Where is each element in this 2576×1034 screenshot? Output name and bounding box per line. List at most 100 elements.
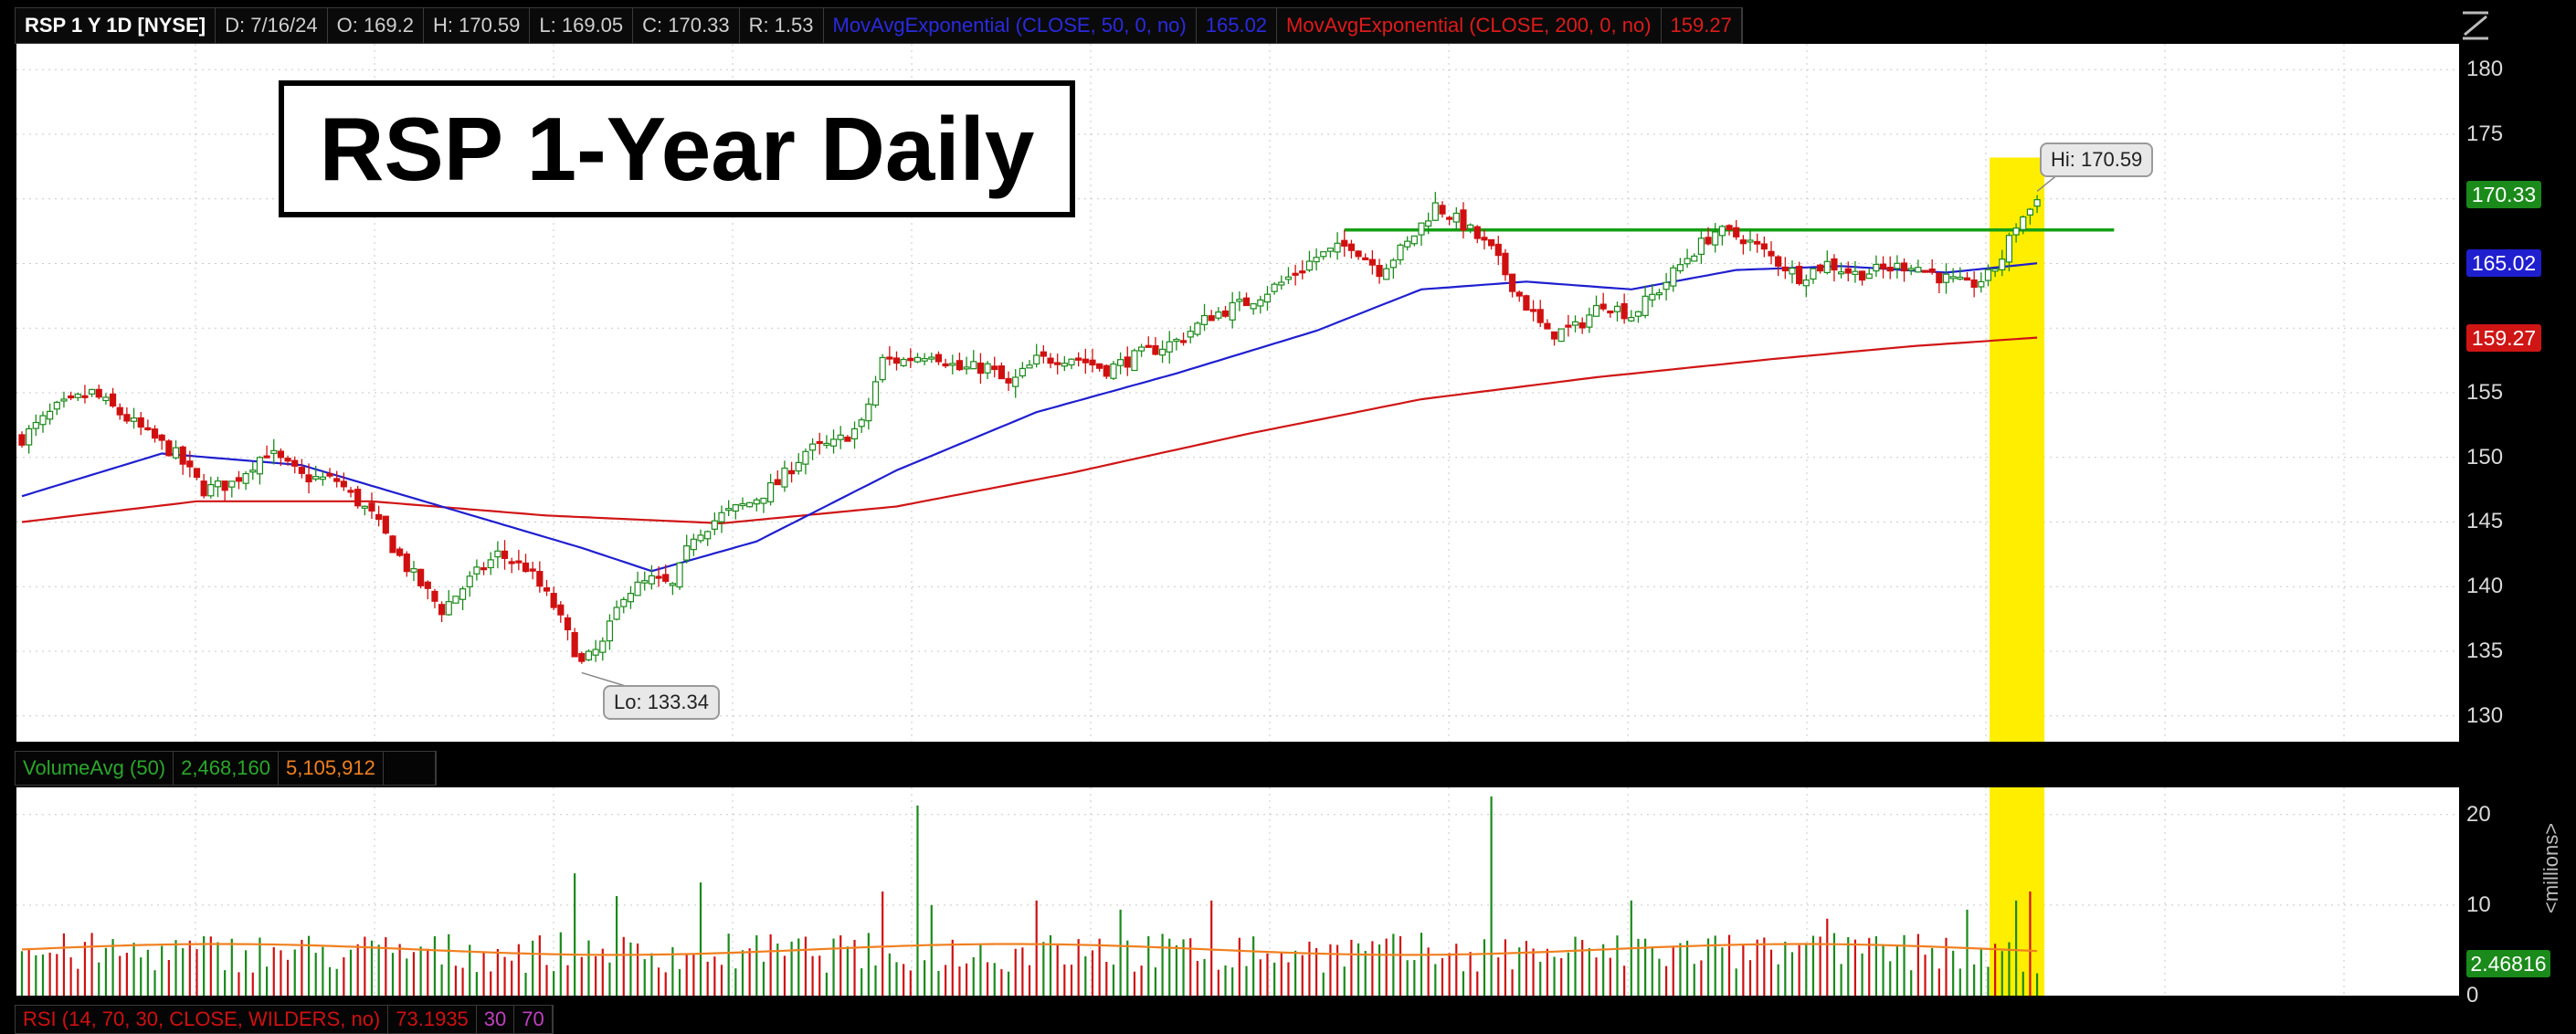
candle — [781, 460, 788, 492]
candle-body — [1215, 311, 1222, 319]
candle — [934, 351, 943, 365]
candle-body — [1473, 226, 1481, 239]
price-tick-label: 145 — [2466, 509, 2504, 534]
candle-body — [1054, 362, 1061, 365]
candle — [424, 580, 431, 600]
price-chart[interactable] — [16, 44, 2459, 743]
candle — [1775, 255, 1782, 277]
candle — [955, 353, 964, 372]
candle-body — [53, 401, 60, 410]
candle — [655, 566, 662, 587]
candle-body — [1733, 227, 1740, 237]
candle — [1389, 258, 1397, 280]
candle-body — [1389, 259, 1397, 269]
candle — [207, 476, 215, 499]
candle — [1676, 258, 1684, 274]
candle — [676, 562, 683, 590]
chart-title-box[interactable]: RSP 1-Year Daily — [279, 80, 1075, 217]
ema200-study-label[interactable]: MovAvgExponential (CLOSE, 200, 0, no) — [1277, 8, 1662, 43]
candle — [95, 384, 102, 400]
candle-body — [928, 356, 935, 360]
candle-body — [1446, 216, 1453, 220]
candle-body — [1907, 268, 1915, 271]
symbol-label[interactable]: RSP 1 Y 1D [NYSE] — [16, 8, 216, 43]
candle-body — [746, 501, 754, 508]
candle-body — [1341, 239, 1348, 247]
candle-body — [445, 601, 452, 616]
candle-body — [1873, 263, 1880, 272]
candle — [1726, 224, 1733, 236]
candle-body — [557, 604, 565, 616]
volume-chart[interactable] — [16, 787, 2459, 996]
drawing-tool-icon[interactable] — [2457, 7, 2494, 44]
candle-body — [808, 443, 817, 451]
candle-body — [1103, 364, 1110, 377]
candle-body — [2033, 199, 2041, 207]
volume-pane[interactable] — [16, 787, 2459, 996]
candle-body — [1571, 321, 1579, 326]
candle — [1831, 254, 1838, 282]
candle-body — [1586, 314, 1593, 328]
candle — [1271, 281, 1278, 295]
candle-body — [1718, 226, 1726, 237]
rsi-oversold-value: 30 — [477, 1006, 515, 1033]
candle — [1494, 236, 1502, 266]
rsi-study-label[interactable]: RSI (14, 70, 30, CLOSE, WILDERS, no) — [16, 1006, 389, 1033]
candle-body — [1257, 299, 1264, 307]
price-tick-label: 150 — [2466, 444, 2504, 470]
candle-body — [1613, 305, 1621, 312]
candle — [326, 468, 333, 479]
candle-body — [256, 457, 264, 475]
candle-body — [1194, 322, 1201, 335]
candle — [39, 411, 47, 433]
candle — [1026, 360, 1033, 369]
candle-body — [900, 358, 907, 366]
candle-body — [1691, 255, 1698, 262]
candle-body — [1529, 309, 1537, 312]
candle — [913, 353, 922, 364]
candle-body — [501, 550, 509, 559]
ema50-study-label[interactable]: MovAvgExponential (CLOSE, 50, 0, no) — [824, 8, 1197, 43]
candle-body — [1781, 266, 1789, 272]
candle-body — [1963, 277, 1971, 281]
candle — [1628, 310, 1635, 322]
candle — [1194, 321, 1201, 337]
candle — [1999, 249, 2006, 277]
candle — [1082, 348, 1089, 375]
candle-body — [389, 535, 396, 554]
candle-body — [1536, 309, 1544, 323]
candle — [1733, 220, 1740, 240]
low-label: L: 169.05 — [530, 8, 634, 43]
candle — [1089, 348, 1096, 373]
candle — [1452, 206, 1460, 230]
candle — [1571, 315, 1579, 332]
candle-body — [1754, 240, 1761, 245]
candle-body — [1970, 279, 1978, 288]
candle — [1341, 229, 1348, 258]
volume-study-label[interactable]: VolumeAvg (50) — [16, 752, 174, 785]
candle-body — [74, 393, 81, 398]
candle — [739, 497, 746, 511]
candle-body — [1852, 270, 1859, 275]
candle-body — [984, 363, 991, 374]
candle — [396, 546, 404, 557]
candle — [970, 350, 977, 370]
candle-body — [669, 583, 676, 586]
candle — [718, 505, 725, 533]
candle — [1663, 272, 1670, 301]
candle-body — [249, 470, 257, 473]
candle-body — [452, 596, 459, 604]
price-tick-label: 175 — [2466, 121, 2504, 147]
candle — [487, 552, 494, 575]
candle — [1599, 292, 1607, 311]
candle-body — [508, 561, 515, 564]
candle-body — [942, 363, 949, 367]
high-callout: Hi: 170.59 — [2040, 142, 2154, 177]
candle-body — [1942, 273, 1950, 283]
candle — [1250, 302, 1257, 315]
candle — [102, 393, 110, 405]
candle-body — [718, 512, 725, 522]
candle-body — [543, 587, 551, 592]
candle — [1984, 264, 1992, 287]
